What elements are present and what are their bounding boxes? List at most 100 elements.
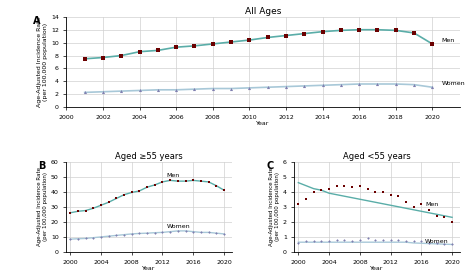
X-axis label: Year: Year <box>256 121 270 126</box>
Point <box>356 183 364 188</box>
Point <box>182 179 189 183</box>
Point <box>197 179 205 183</box>
Point <box>410 31 418 35</box>
Text: B: B <box>38 161 46 171</box>
Point <box>372 190 379 194</box>
Point <box>246 38 253 42</box>
Point <box>209 86 217 91</box>
Point <box>151 230 159 235</box>
Point <box>387 192 394 197</box>
Point <box>227 40 235 44</box>
Point <box>97 203 105 207</box>
Point <box>318 239 325 244</box>
Point <box>402 200 410 204</box>
Point <box>448 220 456 224</box>
Point <box>82 208 90 213</box>
Point <box>282 84 290 89</box>
Point <box>136 231 143 236</box>
Point <box>159 180 166 184</box>
Point <box>387 238 394 242</box>
Point <box>99 55 107 60</box>
Point <box>418 202 425 206</box>
Point <box>410 82 418 87</box>
Point <box>318 188 325 192</box>
Point <box>302 239 310 244</box>
Point <box>325 186 333 191</box>
Text: Women: Women <box>425 239 449 244</box>
Point <box>173 88 180 92</box>
Point <box>379 238 387 242</box>
Point <box>118 89 125 93</box>
Point <box>441 215 448 220</box>
Point <box>174 229 182 233</box>
Point <box>143 185 151 189</box>
Text: A: A <box>33 16 40 26</box>
Point <box>364 236 371 241</box>
Text: Men: Men <box>441 38 455 43</box>
X-axis label: Year: Year <box>142 266 155 271</box>
Point <box>364 186 371 191</box>
Point <box>143 231 151 235</box>
Point <box>191 44 198 48</box>
Point <box>372 238 379 242</box>
Point <box>105 200 112 204</box>
Text: Men: Men <box>425 202 438 207</box>
Y-axis label: Age-Adjusted Incidence Rate
(per 100,000 population): Age-Adjusted Incidence Rate (per 100,000… <box>37 167 48 246</box>
Point <box>264 35 272 40</box>
Point <box>333 183 340 188</box>
Point <box>197 230 205 235</box>
Point <box>190 178 197 183</box>
Text: Women: Women <box>441 81 465 86</box>
Point <box>154 48 162 53</box>
Point <box>128 190 136 195</box>
Point <box>374 82 381 86</box>
Point <box>448 242 456 247</box>
Point <box>120 192 128 197</box>
Point <box>105 234 112 238</box>
Point <box>418 239 425 244</box>
Point <box>136 50 143 54</box>
Point <box>112 196 120 201</box>
Point <box>74 209 82 214</box>
Point <box>294 241 302 245</box>
Point <box>394 238 402 242</box>
Text: Men: Men <box>166 173 180 178</box>
Point <box>209 42 217 46</box>
Point <box>348 185 356 189</box>
Point <box>159 230 166 235</box>
Point <box>182 229 189 233</box>
Point <box>310 190 318 194</box>
Point <box>319 83 326 88</box>
Point <box>212 231 220 235</box>
Point <box>166 178 174 183</box>
Point <box>90 235 97 240</box>
Point <box>191 87 198 91</box>
Point <box>294 202 302 206</box>
Point <box>402 239 410 244</box>
Point <box>205 230 212 235</box>
Title: Aged <55 years: Aged <55 years <box>343 152 411 161</box>
Point <box>302 197 310 202</box>
Text: C: C <box>266 161 273 171</box>
Text: Women: Women <box>166 224 190 229</box>
Point <box>66 211 74 215</box>
Point <box>428 85 436 90</box>
Point <box>246 86 253 90</box>
Point <box>97 235 105 239</box>
Y-axis label: Age-Adjusted Incidence Rate
(per 100,000 population): Age-Adjusted Incidence Rate (per 100,000… <box>269 167 280 246</box>
Point <box>66 237 74 241</box>
Point <box>374 27 381 32</box>
Point <box>337 28 345 32</box>
Point <box>128 232 136 236</box>
Point <box>301 31 308 36</box>
Point <box>174 179 182 183</box>
Point <box>220 188 228 192</box>
Point <box>356 238 364 242</box>
Point <box>325 239 333 244</box>
Point <box>136 88 143 93</box>
Title: All Ages: All Ages <box>245 7 281 16</box>
Point <box>112 233 120 238</box>
Point <box>173 45 180 49</box>
Point <box>333 238 340 242</box>
Point <box>151 183 159 187</box>
